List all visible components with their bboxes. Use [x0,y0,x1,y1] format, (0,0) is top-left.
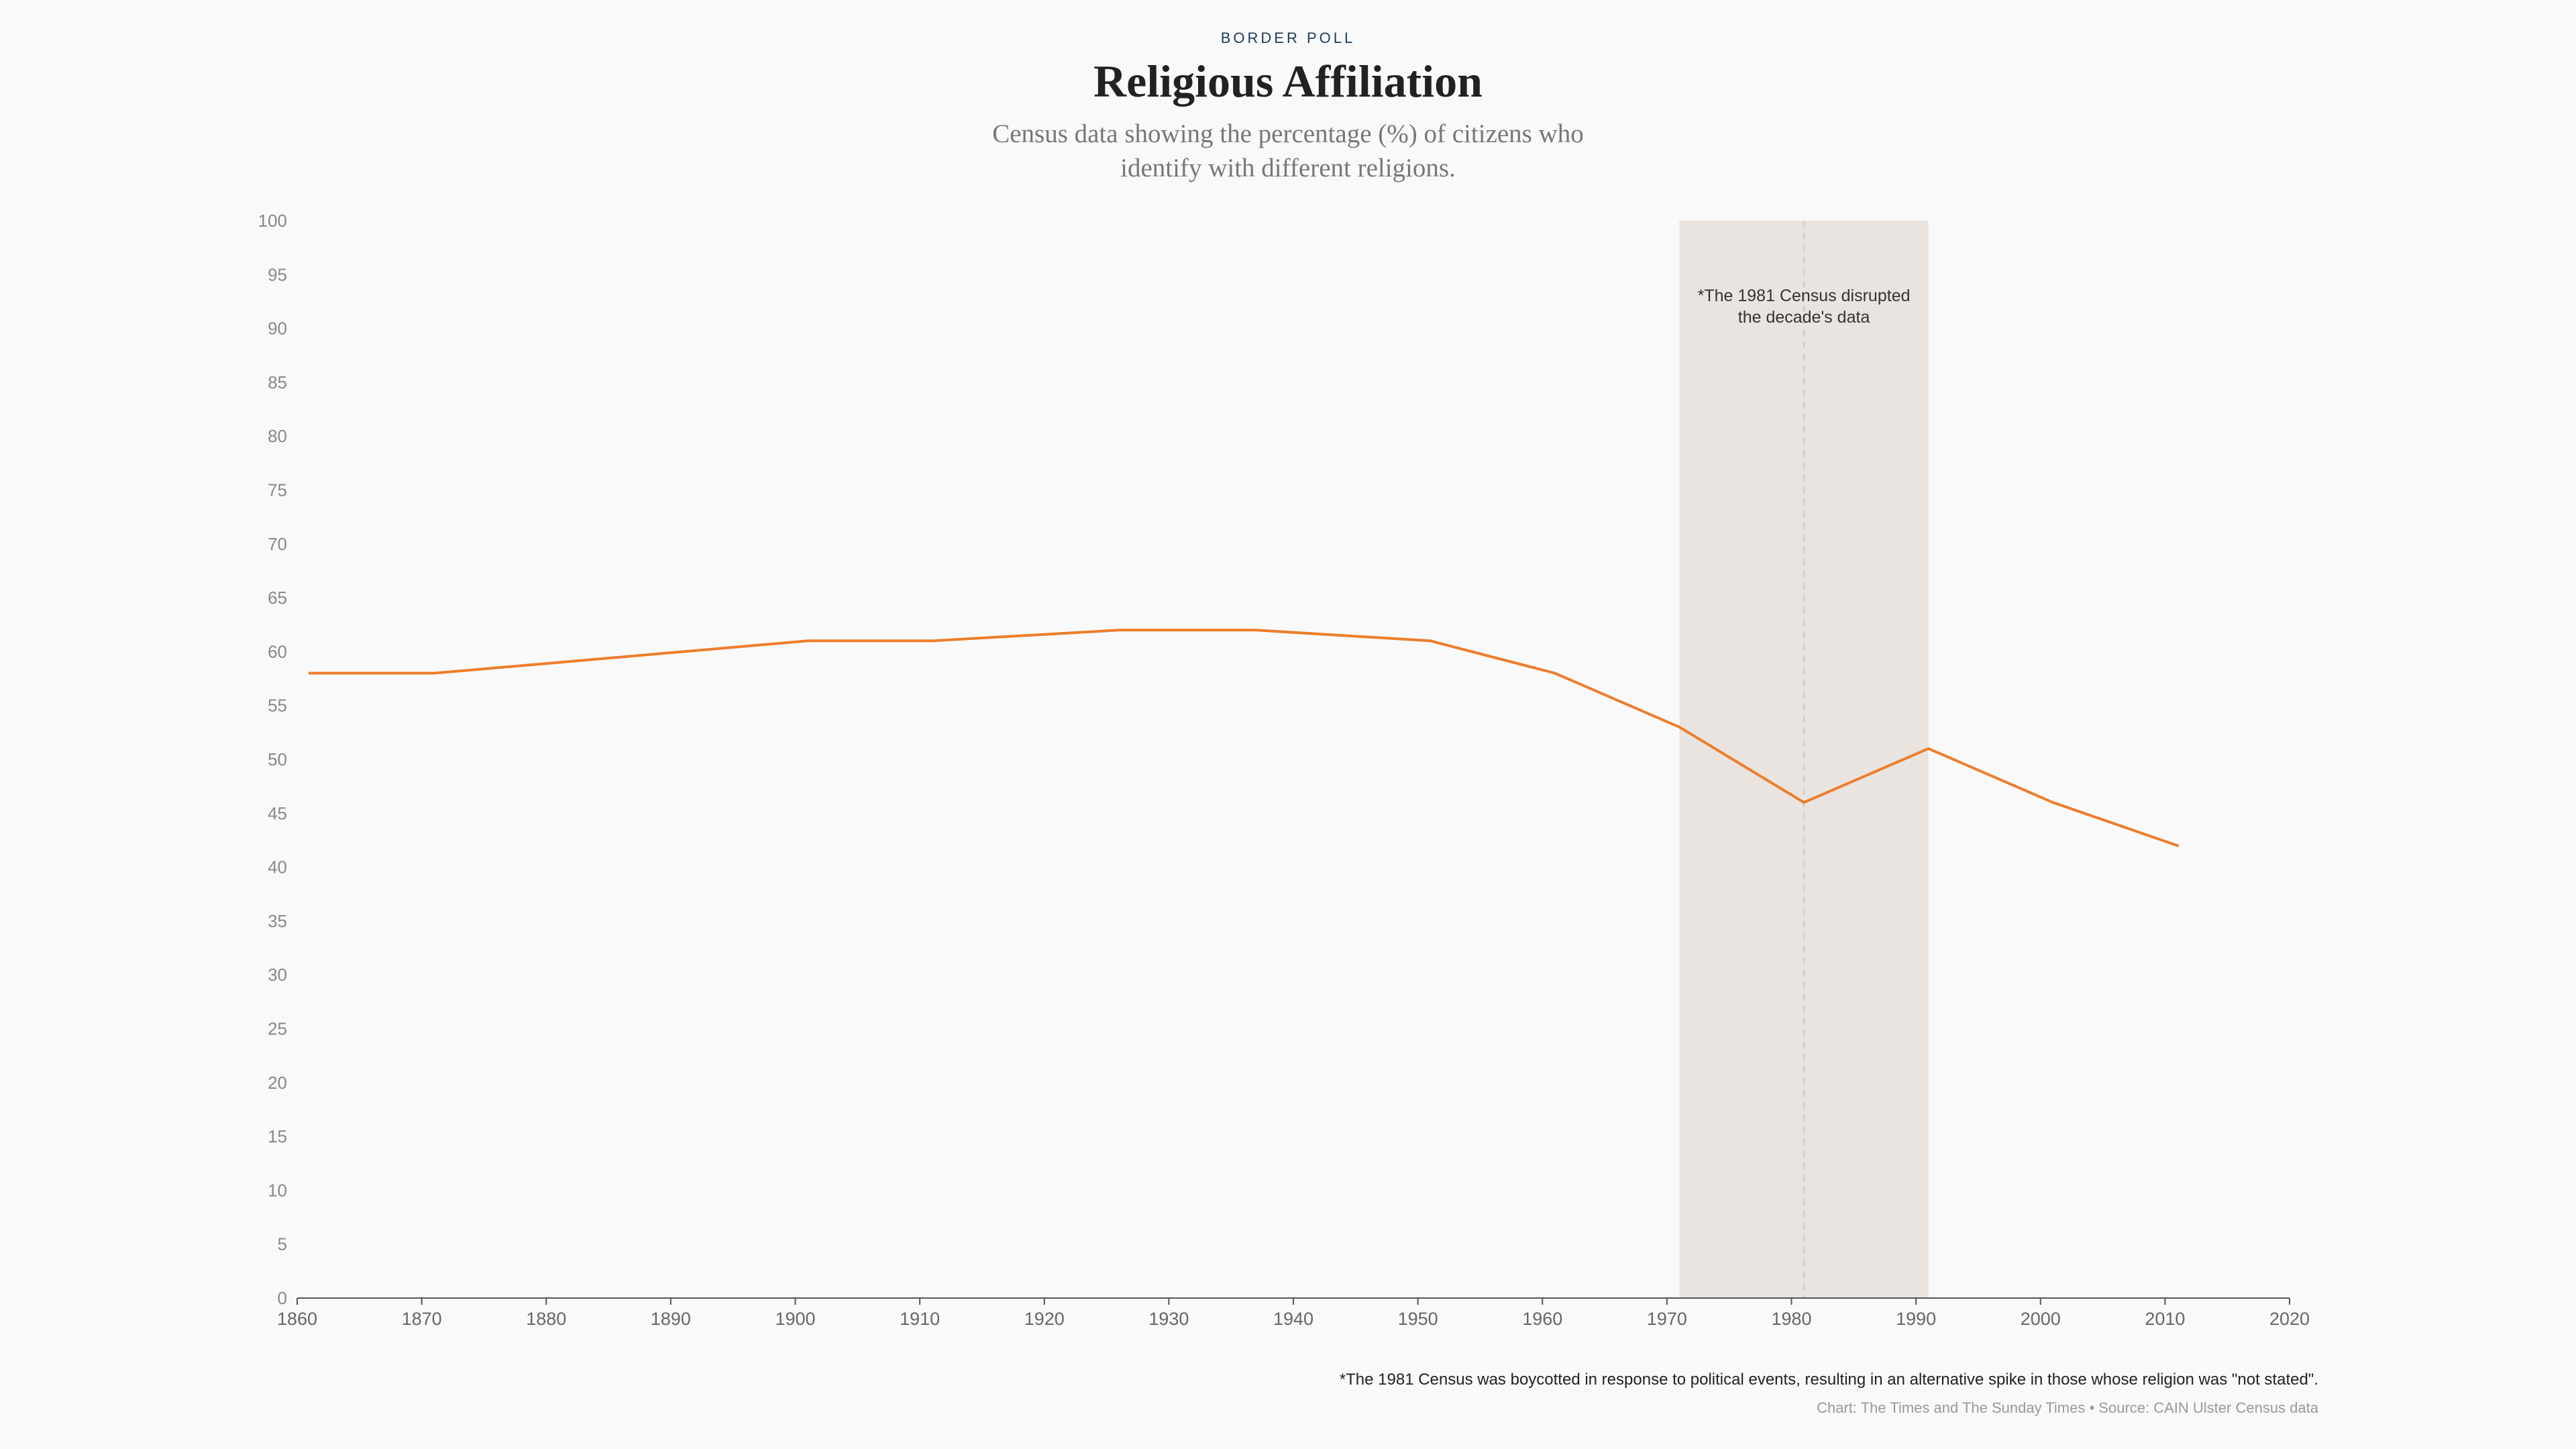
data-point [1927,747,1930,750]
x-tick-label: 2000 [2021,1309,2061,1329]
data-point [930,639,934,643]
x-tick-label: 1960 [1522,1309,1562,1329]
x-tick-label: 2020 [2269,1309,2310,1329]
data-point [2176,844,2179,847]
chart-subtitle: Census data showing the percentage (%) o… [992,119,1584,182]
x-tick-label: 1980 [1771,1309,1811,1329]
data-point [806,639,810,643]
x-tick-label: 1870 [402,1309,442,1329]
data-point [1678,725,1681,729]
source-credit: Chart: The Times and The Sunday Times • … [1817,1399,2318,1416]
y-tick-label: 70 [268,534,287,554]
x-tick-label: 1910 [900,1309,940,1329]
y-tick-label: 10 [268,1180,287,1200]
data-point [308,672,311,675]
x-tick-label: 1940 [1273,1309,1313,1329]
data-point [1553,672,1556,675]
data-point [1803,801,1806,804]
data-point [682,650,685,653]
x-tick-label: 1990 [1896,1309,1936,1329]
data-point [433,672,436,675]
data-point [557,661,560,664]
data-point [1118,629,1121,632]
y-tick-label: 30 [268,965,287,985]
y-tick-label: 100 [258,211,287,231]
y-tick-label: 60 [268,641,287,661]
y-tick-label: 65 [268,588,287,608]
y-tick-label: 40 [268,857,287,877]
x-tick-label: 1890 [651,1309,691,1329]
y-tick-label: 80 [268,426,287,446]
data-point [2051,801,2055,804]
y-tick-label: 55 [268,696,287,716]
y-tick-label: 15 [268,1126,287,1146]
x-tick-label: 1920 [1024,1309,1065,1329]
data-point [1254,629,1258,632]
y-tick-label: 0 [278,1288,287,1308]
x-tick-label: 1930 [1148,1309,1189,1329]
y-tick-label: 75 [268,480,287,500]
annotation-text-line-1: *The 1981 Census disrupted [1698,286,1911,305]
annotation-text-line-2: the decade's data [1738,308,1870,327]
y-tick-label: 85 [268,372,287,392]
chart-title: Religious Affiliation [1093,56,1483,107]
y-tick-label: 50 [268,749,287,769]
x-tick-label: 1900 [775,1309,815,1329]
y-tick-label: 35 [268,911,287,931]
y-tick-label: 45 [268,803,287,823]
data-point [1429,639,1432,643]
x-tick-label: 1860 [277,1309,317,1329]
x-tick-label: 1880 [526,1309,566,1329]
y-tick-label: 95 [268,264,287,284]
y-tick-label: 90 [268,319,287,339]
y-tick-label: 25 [268,1019,287,1039]
footnote: *The 1981 Census was boycotted in respon… [1339,1371,2318,1389]
x-tick-label: 1970 [1647,1309,1687,1329]
y-tick-label: 20 [268,1073,287,1093]
x-tick-label: 1950 [1398,1309,1438,1329]
x-tick-label: 2010 [2145,1309,2185,1329]
kicker-label: BORDER POLL [1220,30,1356,46]
y-tick-label: 5 [278,1234,287,1254]
